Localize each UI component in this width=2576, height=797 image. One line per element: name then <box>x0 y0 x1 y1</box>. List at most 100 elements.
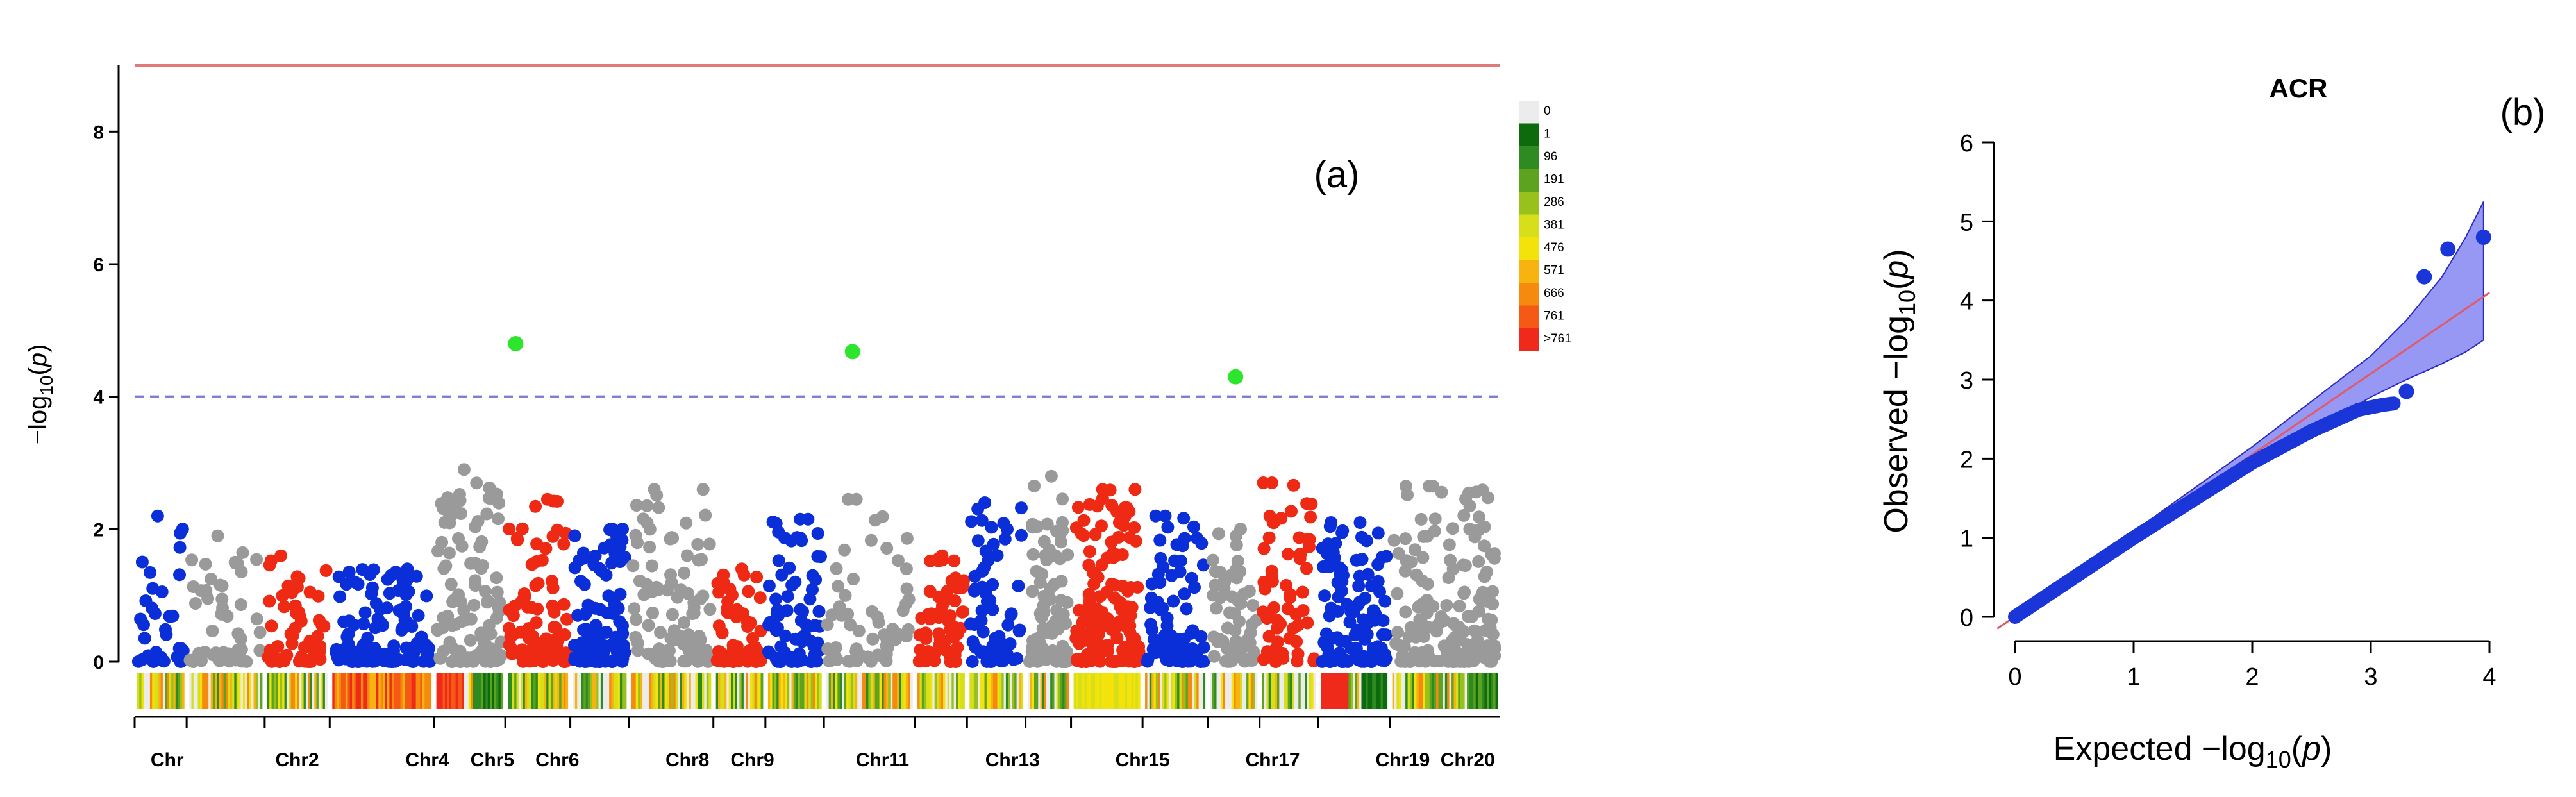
density-cell-chr20 <box>1484 673 1487 709</box>
density-cell-chr8 <box>690 673 694 709</box>
snp-point-chr5 <box>437 502 450 516</box>
density-cell-chr15 <box>1091 673 1094 709</box>
density-cell-chr19 <box>1369 673 1373 709</box>
snp-point-chr14 <box>1023 653 1037 667</box>
density-cell-chr3 <box>267 673 270 709</box>
snp-point-chr4 <box>356 639 370 653</box>
density-cell-chr2 <box>236 673 239 709</box>
density-cell-chr3 <box>290 673 294 709</box>
snp-point-chr2 <box>206 625 219 637</box>
snp-point-chr10 <box>811 550 824 563</box>
snp-point-chr3 <box>292 606 306 619</box>
density-cell-chr12 <box>958 673 961 709</box>
density-cell-chr8 <box>684 673 687 709</box>
snp-point-chr16 <box>1144 591 1158 605</box>
density-cell-chr4 <box>385 673 388 709</box>
snp-point-chr16 <box>1178 532 1191 545</box>
density-cell-chr14 <box>1032 673 1035 709</box>
density-cell-chr2 <box>196 673 199 709</box>
snp-point-chr15 <box>1087 607 1100 620</box>
density-cell-chr17 <box>1229 673 1232 709</box>
snp-point-chr4 <box>399 641 413 655</box>
snp-point-chr6 <box>546 530 560 543</box>
density-cell-chr15 <box>1116 673 1119 709</box>
density-cell-chr8 <box>635 673 639 709</box>
density-cell-chr11 <box>888 673 891 709</box>
density-cell-chr8 <box>682 673 685 709</box>
density-cell-chr5 <box>471 673 473 709</box>
snp-point-chr8 <box>631 644 644 657</box>
density-cell-chr15 <box>1131 673 1134 709</box>
density-cell-chr2 <box>228 673 231 709</box>
snp-point-chr14 <box>1039 549 1052 562</box>
density-cell-chr7 <box>617 673 621 709</box>
density-cell-chr2 <box>199 673 203 709</box>
density-cell-chr8 <box>678 673 681 709</box>
snp-point-chr15 <box>1121 584 1134 598</box>
snp-point-chr10 <box>806 583 819 596</box>
snp-point-chr2 <box>234 598 247 611</box>
snp-point-chr9 <box>730 610 743 623</box>
snp-point-chr20 <box>1428 655 1441 668</box>
qq-points <box>2008 230 2491 624</box>
density-cell-chr19 <box>1372 673 1375 709</box>
density-cell-chr10 <box>808 673 812 709</box>
density-cell-chr12 <box>917 673 920 709</box>
snp-point-chr12 <box>919 655 933 668</box>
density-cell-chr20 <box>1478 673 1481 709</box>
density-cell-chr16 <box>1177 673 1180 709</box>
snp-point-chr18 <box>1284 588 1297 601</box>
density-cell-chr12 <box>943 673 946 709</box>
density-cell-chr8 <box>651 673 654 709</box>
density-cell-chr16 <box>1190 673 1193 709</box>
density-cell-chr15 <box>1073 673 1076 709</box>
density-cell-chr14 <box>1046 673 1049 709</box>
density-cell-chr11 <box>873 673 876 709</box>
snp-point-chr10 <box>762 579 776 592</box>
density-cell-chr14 <box>1042 673 1045 709</box>
density-cell-chr16 <box>1198 673 1201 709</box>
snp-point-chr12 <box>942 614 956 627</box>
snp-point-chr18 <box>1292 618 1305 632</box>
chromosome-label: Chr15 <box>1116 750 1170 771</box>
density-cell-chr5 <box>492 673 495 709</box>
snp-point-chr11 <box>891 627 904 641</box>
density-cell-chr1 <box>139 673 142 709</box>
snp-point-chr10 <box>772 554 785 567</box>
density-cell-chr13 <box>1001 673 1005 709</box>
snp-point-chr20 <box>1482 612 1495 626</box>
snp-point-chr8 <box>678 566 691 580</box>
density-cell-chr3 <box>312 673 315 709</box>
snp-point-chr7 <box>614 587 627 601</box>
snp-point-chr4 <box>387 639 401 653</box>
chromosome-label: Chr9 <box>730 750 774 771</box>
snp-point-chr14 <box>1041 517 1054 531</box>
density-cell-chr2 <box>210 673 213 709</box>
density-cell-chr2 <box>245 673 247 709</box>
qq-x-tick-label: 1 <box>2127 664 2140 691</box>
snp-point-chr17 <box>1228 568 1242 582</box>
density-cell-chr16 <box>1147 673 1150 709</box>
density-cell-chr16 <box>1162 673 1165 709</box>
density-cell-chr2 <box>260 673 263 709</box>
density-cell-chr20 <box>1429 673 1432 709</box>
snp-point-chr1 <box>176 523 189 536</box>
snp-point-chr20 <box>1457 587 1471 600</box>
chromosome-label: Chr19 <box>1375 750 1430 771</box>
density-cell-chr5 <box>451 673 454 709</box>
snp-point-chr1 <box>173 568 186 582</box>
snp-point-chr2 <box>228 555 242 569</box>
density-cell-chr5 <box>468 673 471 709</box>
snp-peak-chr15 <box>1096 483 1109 496</box>
snp-point-chr9 <box>741 620 755 633</box>
density-cell-chr17 <box>1248 673 1251 709</box>
snp-point-chr4 <box>365 587 378 601</box>
density-cell-chr2 <box>234 673 237 709</box>
snp-point-chr7 <box>616 651 630 665</box>
snp-point-chr14 <box>1032 632 1046 645</box>
density-cell-chr3 <box>297 673 300 709</box>
density-cell-chr6 <box>565 673 569 709</box>
snp-point-chr7 <box>581 598 595 612</box>
density-cell-chr19 <box>1344 673 1347 709</box>
snp-point-chr19 <box>1352 580 1366 592</box>
